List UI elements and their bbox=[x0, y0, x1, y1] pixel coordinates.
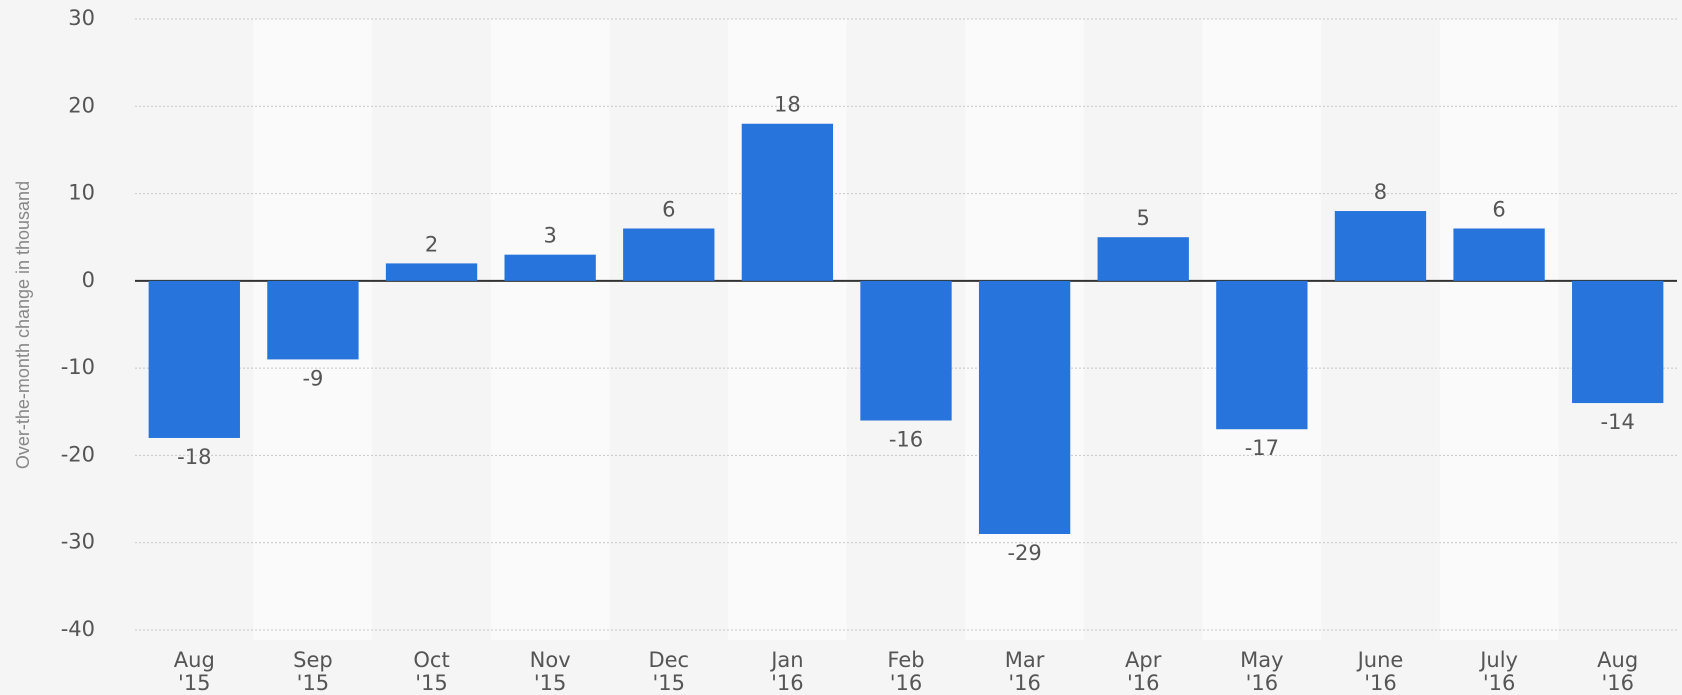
bar bbox=[860, 280, 952, 421]
data-label: 3 bbox=[543, 224, 556, 248]
x-tick-label: Mar bbox=[1005, 648, 1045, 672]
x-tick-label: '16 bbox=[890, 671, 923, 695]
y-tick-label: -30 bbox=[61, 530, 95, 554]
data-label: 2 bbox=[425, 232, 438, 256]
x-tick-label: '16 bbox=[1008, 671, 1041, 695]
data-label: 8 bbox=[1374, 180, 1387, 204]
x-tick-label: '15 bbox=[653, 671, 686, 695]
x-tick-label: '15 bbox=[415, 671, 448, 695]
bar bbox=[741, 123, 834, 281]
x-tick-label: July bbox=[1478, 648, 1518, 672]
x-tick-label: '16 bbox=[771, 671, 804, 695]
x-tick-label: Nov bbox=[530, 648, 571, 672]
stripe bbox=[490, 19, 610, 640]
data-label: 6 bbox=[1492, 197, 1505, 221]
data-label: -16 bbox=[889, 428, 923, 452]
bar bbox=[1216, 280, 1308, 430]
bar bbox=[1453, 228, 1545, 281]
x-tick-label: Apr bbox=[1125, 648, 1162, 672]
x-tick-label: '15 bbox=[534, 671, 567, 695]
y-tick-label: 10 bbox=[68, 181, 95, 205]
y-tick-label: 30 bbox=[68, 6, 95, 30]
y-tick-label: -20 bbox=[61, 442, 95, 466]
y-tick-label: -40 bbox=[61, 617, 95, 641]
x-tick-label: '16 bbox=[1601, 671, 1634, 695]
data-label: -17 bbox=[1245, 436, 1279, 460]
bar bbox=[1572, 280, 1664, 404]
data-label: 6 bbox=[662, 197, 675, 221]
bar bbox=[1097, 237, 1189, 281]
y-tick-label: -10 bbox=[61, 355, 95, 379]
x-tick-label: Aug bbox=[1597, 648, 1638, 672]
x-tick-label: May bbox=[1240, 648, 1283, 672]
x-tick-label: Jan bbox=[769, 648, 803, 672]
bar bbox=[623, 228, 715, 281]
stripe bbox=[728, 19, 847, 640]
x-tick-label: '16 bbox=[1364, 671, 1397, 695]
bar bbox=[385, 263, 478, 281]
y-tick-label: 20 bbox=[68, 93, 95, 117]
data-label: 18 bbox=[774, 93, 801, 117]
x-tick-label: Feb bbox=[887, 648, 924, 672]
x-tick-label: '16 bbox=[1127, 671, 1160, 695]
x-tick-label: Aug bbox=[174, 648, 215, 672]
x-tick-label: '15 bbox=[178, 671, 211, 695]
bar bbox=[267, 280, 359, 360]
bar bbox=[504, 254, 596, 281]
data-label: -14 bbox=[1601, 410, 1635, 434]
y-tick-label: 0 bbox=[82, 268, 95, 292]
x-tick-label: '16 bbox=[1483, 671, 1516, 695]
x-tick-label: Oct bbox=[413, 648, 449, 672]
x-tick-label: '16 bbox=[1246, 671, 1279, 695]
data-label: 5 bbox=[1137, 206, 1150, 230]
x-tick-label: June bbox=[1356, 648, 1404, 672]
x-tick-label: Sep bbox=[293, 648, 333, 672]
data-label: -29 bbox=[1007, 541, 1041, 565]
x-tick-label: Dec bbox=[648, 648, 689, 672]
x-tick-label: '15 bbox=[297, 671, 330, 695]
y-axis-label: Over-the-month change in thousand bbox=[13, 181, 33, 469]
bar bbox=[978, 280, 1071, 534]
data-label: -18 bbox=[177, 445, 211, 469]
bar bbox=[1334, 211, 1427, 281]
data-label: -9 bbox=[302, 366, 323, 390]
stripe bbox=[1439, 19, 1559, 640]
bar bbox=[148, 280, 240, 438]
